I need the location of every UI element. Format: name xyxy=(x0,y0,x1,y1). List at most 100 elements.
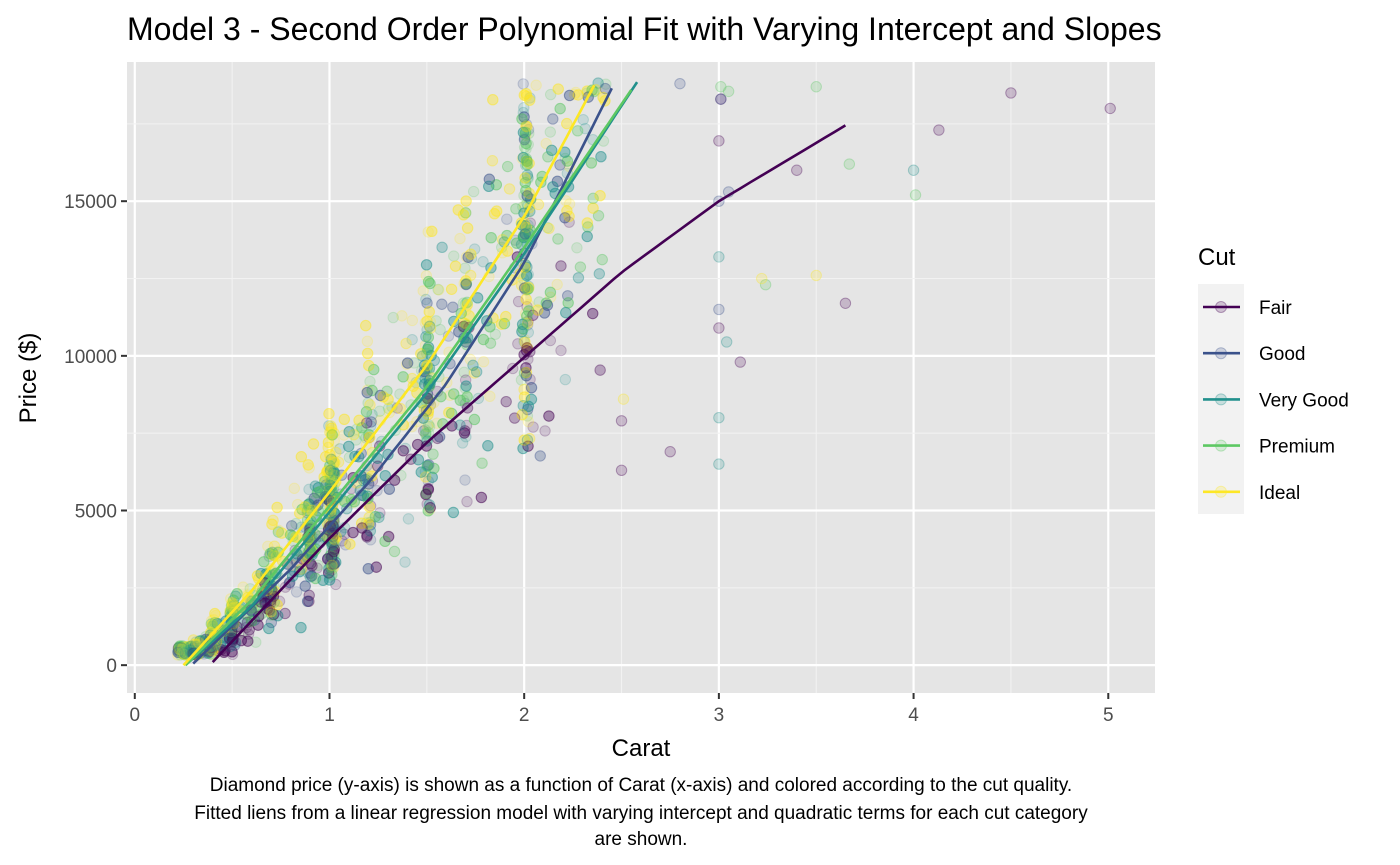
scatter-point xyxy=(325,453,337,466)
scatter-point xyxy=(522,440,534,452)
scatter-point xyxy=(581,230,593,243)
scatter-point xyxy=(510,203,522,215)
scatter-point xyxy=(426,225,438,238)
scatter-point xyxy=(563,216,575,228)
scatter-point xyxy=(582,221,594,233)
scatter-point xyxy=(457,209,470,221)
scatter-point xyxy=(483,180,495,193)
scatter-point xyxy=(521,155,533,167)
scatter-point xyxy=(173,642,185,655)
scatter-point xyxy=(459,262,471,274)
scatter-point xyxy=(552,83,564,95)
scatter-point xyxy=(486,155,499,167)
scatter-point xyxy=(205,615,218,627)
scatter-point xyxy=(503,183,516,195)
scatter-point xyxy=(470,366,483,378)
scatter-point xyxy=(379,535,391,548)
scatter-point xyxy=(353,414,365,427)
scatter-point xyxy=(423,420,436,433)
scatter-point xyxy=(324,556,336,568)
scatter-point xyxy=(272,610,284,622)
scatter-point xyxy=(594,189,606,202)
scatter-point xyxy=(421,324,433,336)
scatter-point xyxy=(263,604,276,616)
scatter-point xyxy=(485,231,497,244)
scatter-point xyxy=(383,483,396,495)
outlier-point xyxy=(713,412,725,424)
scatter-point xyxy=(177,647,190,659)
scatter-point xyxy=(520,155,533,168)
scatter-point xyxy=(436,241,448,254)
scatter-point xyxy=(325,422,338,434)
scatter-point xyxy=(306,560,318,572)
scatter-point xyxy=(543,222,555,235)
scatter-point xyxy=(242,635,254,647)
scatter-point xyxy=(343,440,355,453)
scatter-point xyxy=(465,252,478,265)
scatter-point xyxy=(525,381,538,394)
scatter-point xyxy=(303,557,315,569)
scatter-point xyxy=(265,616,278,629)
scatter-point xyxy=(322,567,335,579)
scatter-point xyxy=(518,434,530,446)
scatter-point xyxy=(449,260,462,272)
scatter-point xyxy=(460,278,472,291)
scatter-point xyxy=(334,443,346,455)
scatter-point xyxy=(242,628,255,640)
scatter-point xyxy=(430,315,442,327)
scatter-point xyxy=(522,138,534,151)
scatter-point xyxy=(321,532,333,544)
scatter-point xyxy=(520,282,532,295)
scatter-point xyxy=(577,113,589,126)
scatter-point xyxy=(303,595,315,608)
scatter-point xyxy=(587,192,599,205)
scatter-point xyxy=(516,113,528,125)
scatter-point xyxy=(379,469,392,482)
scatter-point xyxy=(235,634,247,647)
scatter-point xyxy=(397,371,409,383)
scatter-point xyxy=(325,470,337,483)
scatter-point xyxy=(457,209,470,221)
scatter-point xyxy=(307,438,320,450)
scatter-point xyxy=(172,649,184,661)
scatter-point xyxy=(323,420,335,432)
scatter-point xyxy=(422,341,435,353)
scatter-point xyxy=(324,449,336,461)
scatter-point xyxy=(396,310,408,322)
scatter-point xyxy=(561,155,574,167)
scatter-point xyxy=(593,268,606,280)
scatter-point xyxy=(447,506,460,519)
scatter-point xyxy=(516,409,528,421)
scatter-point xyxy=(325,545,338,558)
scatter-point xyxy=(516,113,528,125)
scatter-point xyxy=(445,283,458,295)
scatter-point xyxy=(421,460,433,472)
scatter-point xyxy=(301,595,314,607)
scatter-point xyxy=(519,172,531,184)
scatter-point xyxy=(176,642,188,654)
scatter-point xyxy=(423,306,435,318)
outlier-point xyxy=(791,164,803,176)
scatter-point xyxy=(595,151,607,163)
scatter-point xyxy=(555,260,567,272)
scatter-point xyxy=(574,261,587,273)
scatter-point xyxy=(264,597,277,609)
scatter-point xyxy=(555,344,567,357)
scatter-point xyxy=(348,428,360,441)
scatter-point xyxy=(518,335,530,348)
scatter-point xyxy=(362,492,374,505)
scatter-point xyxy=(419,372,431,384)
scatter-point xyxy=(252,610,265,623)
scatter-point xyxy=(415,348,427,360)
scatter-point xyxy=(521,270,533,282)
scatter-point xyxy=(449,260,462,272)
x-axis-title: Carat xyxy=(612,735,671,762)
scatter-point xyxy=(516,325,528,338)
scatter-point xyxy=(173,643,185,655)
scatter-point xyxy=(544,286,557,299)
scatter-point xyxy=(328,467,341,480)
scatter-point xyxy=(175,641,187,654)
scatter-point xyxy=(490,205,503,217)
caption-line-3: are shown. xyxy=(595,829,688,850)
scatter-point xyxy=(264,593,276,605)
